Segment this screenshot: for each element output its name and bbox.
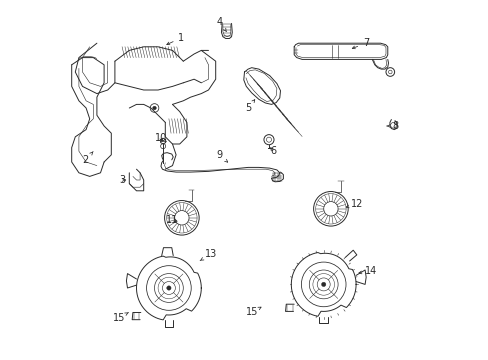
Text: 15: 15 bbox=[245, 307, 261, 318]
Text: 7: 7 bbox=[351, 38, 368, 49]
Text: 10: 10 bbox=[155, 132, 167, 143]
Text: 12: 12 bbox=[346, 199, 362, 210]
Text: 2: 2 bbox=[82, 152, 93, 165]
Circle shape bbox=[166, 286, 171, 290]
Text: 8: 8 bbox=[386, 121, 398, 131]
Text: 1: 1 bbox=[166, 33, 184, 45]
Text: 3: 3 bbox=[120, 175, 125, 185]
Text: 5: 5 bbox=[244, 100, 254, 113]
Circle shape bbox=[152, 106, 156, 110]
Text: 4: 4 bbox=[216, 17, 226, 32]
Text: 14: 14 bbox=[358, 266, 377, 276]
Text: 9: 9 bbox=[216, 150, 227, 162]
Text: 15: 15 bbox=[113, 312, 128, 323]
Text: 11: 11 bbox=[166, 215, 178, 225]
Text: 13: 13 bbox=[200, 249, 217, 261]
Text: 6: 6 bbox=[270, 146, 276, 156]
Circle shape bbox=[321, 282, 325, 287]
